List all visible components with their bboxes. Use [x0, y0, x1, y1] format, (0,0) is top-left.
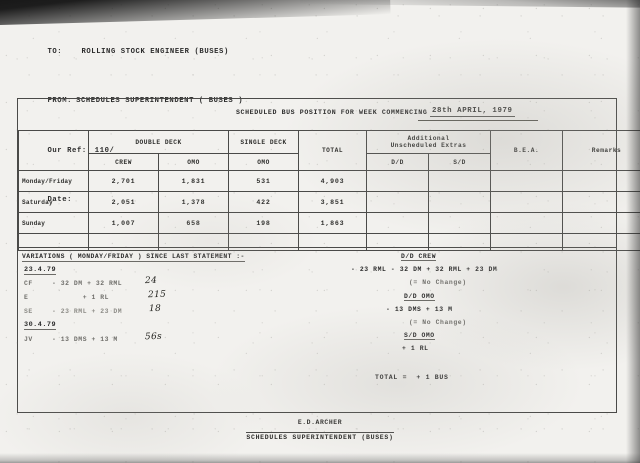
header-additional-extras: Additional Unscheduled Extras [366, 130, 492, 154]
cell-single-omo: 531 [228, 170, 300, 192]
cell-total: 4,903 [298, 170, 368, 192]
signatory-name: E.D.ARCHER [297, 419, 343, 426]
header-single-deck: SINGLE DECK [228, 130, 300, 154]
row-day-label: Monday/Friday [18, 170, 89, 192]
cell-double-crew: 2,051 [88, 191, 159, 213]
variation-expression-jv: - 13 DMS + 13 M [52, 336, 118, 343]
cell-blank [562, 233, 640, 251]
header-total: TOTAL [298, 130, 368, 171]
variation-code-jv: JV [24, 336, 33, 343]
header-day-blank [18, 130, 89, 171]
signature-block: E.D.ARCHER SCHEDULES SUPERINTENDENT (BUS… [0, 419, 640, 444]
summary-heading-sd-omo: S/D OMO [404, 332, 435, 340]
cell-double-crew: 1,007 [88, 212, 159, 234]
cell-extras-sd [428, 191, 492, 213]
summary-line-dd-crew: - 23 RML - 32 DM + 32 RML + 23 DM [351, 266, 498, 273]
letterhead-to-line: TO: ROLLING STOCK ENGINEER (BUSES) [18, 27, 243, 77]
header-additional-extras-line2: Unscheduled Extras [390, 142, 467, 149]
variations-heading: VARIATIONS ( MONDAY/FRIDAY ) SINCE LAST … [22, 253, 245, 262]
cell-double-omo: 658 [157, 212, 230, 234]
cell-double-omo: 1,831 [157, 170, 230, 192]
cell-bea [490, 191, 564, 213]
letterhead-from-line: FROM: SCHEDULES SUPERINTENDENT ( BUSES ) [18, 77, 243, 127]
cell-remarks [562, 191, 640, 213]
header-double-crew: CREW [88, 153, 159, 171]
header-extras-dd: D/D [366, 153, 430, 171]
variation-code-se: SE [24, 308, 33, 315]
variation-expression-e: + 1 RL [52, 294, 110, 301]
variation-expression-cf: - 32 DM + 32 RML [52, 280, 123, 287]
variation-code-e: E [24, 294, 29, 301]
cell-extras-dd [366, 212, 430, 234]
form-title-row: SCHEDULED BUS POSITION FOR WEEK COMMENCI… [18, 99, 616, 130]
variations-date-2: 30.4.79 [24, 321, 57, 330]
header-bea: B.E.A. [490, 130, 564, 171]
table-header-group-row: DOUBLE DECK SINGLE DECK TOTAL Additional… [18, 130, 640, 171]
cell-blank [157, 233, 230, 251]
cell-bea [490, 212, 564, 234]
variation-note-jv: 56s [144, 331, 163, 343]
variations-total: TOTAL = + 1 BUS [375, 374, 449, 381]
bus-position-table: DOUBLE DECK SINGLE DECK TOTAL Additional… [18, 130, 640, 251]
letterhead-from-value: SCHEDULES SUPERINTENDENT ( BUSES ) [76, 97, 244, 105]
cell-extras-sd [428, 212, 492, 234]
variations-section: VARIATIONS ( MONDAY/FRIDAY ) SINCE LAST … [18, 248, 616, 414]
cell-bea [490, 170, 564, 192]
header-extras-sd: S/D [428, 153, 492, 171]
cell-single-omo: 198 [228, 212, 300, 234]
cell-remarks [562, 170, 640, 192]
header-single-omo: OMO [228, 153, 300, 171]
cell-double-crew: 2,701 [88, 170, 159, 192]
cell-extras-sd [428, 170, 492, 192]
header-remarks: Remarks [562, 130, 640, 171]
signatory-title: SCHEDULES SUPERINTENDENT (BUSES) [246, 432, 394, 441]
row-day-label: Sunday [18, 212, 89, 234]
cell-total: 1,863 [298, 212, 368, 234]
variation-note-e: 215 [147, 289, 167, 301]
summary-note-dd-crew: (= No Change) [409, 279, 467, 286]
table-head: DOUBLE DECK SINGLE DECK TOTAL Additional… [18, 130, 640, 171]
cell-total: 3,851 [298, 191, 368, 213]
summary-line-sd-omo: + 1 RL [402, 345, 429, 352]
bus-position-form: SCHEDULED BUS POSITION FOR WEEK COMMENCI… [17, 98, 640, 414]
summary-note-dd-omo: (= No Change) [409, 319, 467, 326]
variation-note-cf: 24 [144, 275, 158, 287]
scan-shadow-top-right [299, 0, 640, 8]
table-body: Monday/Friday 2,701 1,831 531 4,903 Satu… [18, 170, 640, 251]
scan-shadow-bottom [0, 453, 640, 463]
table-row: Saturday 2,051 1,378 422 3,851 [18, 191, 640, 213]
header-additional-extras-line1: Additional [407, 135, 450, 142]
table-row-blank [18, 233, 640, 251]
cell-single-omo: 422 [228, 191, 300, 213]
letterhead-to-label: TO: [47, 47, 63, 56]
summary-heading-dd-omo: D/D OMO [404, 293, 435, 301]
letterhead-to-value: ROLLING STOCK ENGINEER (BUSES) [81, 47, 229, 56]
variations-date-1: 23.4.79 [24, 266, 57, 275]
form-title: SCHEDULED BUS POSITION FOR WEEK COMMENCI… [236, 109, 428, 116]
cell-extras-dd [366, 170, 430, 192]
letterhead-from-label: FROM: [47, 97, 73, 105]
cell-extras-dd [366, 191, 430, 213]
table-row: Monday/Friday 2,701 1,831 531 4,903 [18, 170, 640, 192]
variation-note-se: 18 [148, 303, 162, 315]
variation-code-cf: CF [24, 280, 33, 287]
header-double-omo: OMO [157, 153, 230, 171]
table-row: Sunday 1,007 658 198 1,863 [18, 212, 640, 234]
header-double-deck: DOUBLE DECK [87, 130, 230, 154]
summary-heading-dd-crew: D/D CREW [401, 253, 437, 261]
variations-divider [18, 247, 616, 248]
cell-double-omo: 1,378 [157, 191, 230, 213]
week-commencing-value: 28th APRIL, 1979 [430, 107, 515, 117]
cell-remarks [562, 212, 640, 234]
week-commencing-rule [418, 120, 538, 121]
summary-line-dd-omo: - 13 DMS + 13 M [386, 306, 453, 313]
row-day-label: Saturday [18, 191, 89, 213]
scan-shadow-top-left [0, 0, 391, 26]
variation-expression-se: - 23 RML + 23 DM [52, 308, 123, 315]
